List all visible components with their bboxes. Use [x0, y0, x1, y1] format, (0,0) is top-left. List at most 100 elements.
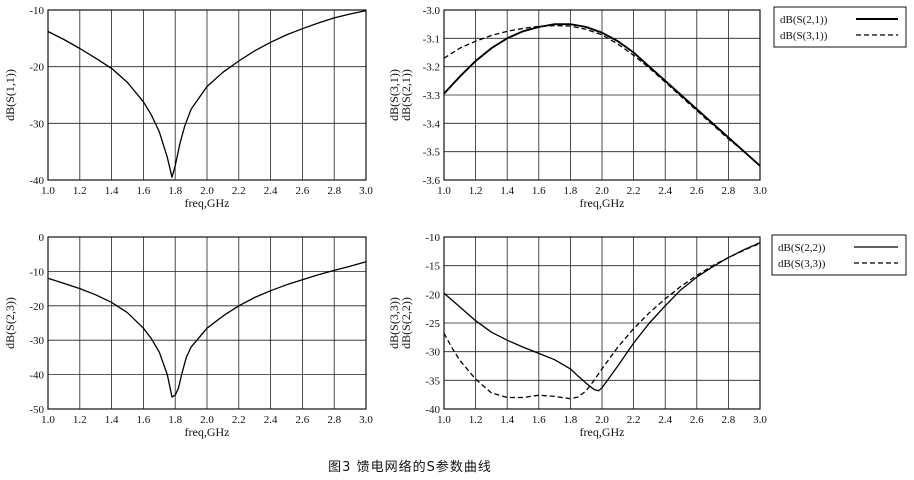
- x-tick-label: 3.0: [359, 414, 373, 426]
- x-tick-label: 2.6: [690, 414, 704, 426]
- plot-frame: [443, 236, 761, 410]
- x-tick-label: 2.4: [658, 185, 672, 197]
- y-tick-label: -3.2: [423, 62, 440, 74]
- series-line-2: [443, 24, 761, 167]
- x-tick-label: 2.6: [296, 185, 310, 197]
- y-tick-label: -20: [29, 301, 44, 313]
- plot-frame: [47, 9, 367, 181]
- x-axis-label: freq,GHz: [185, 196, 230, 210]
- y-tick-label: -40: [29, 370, 44, 382]
- y-tick-label: -3.0: [423, 5, 441, 17]
- y-tick-label: -30: [29, 118, 44, 130]
- legend-box: [771, 234, 907, 276]
- y-tick-label: -3.4: [423, 118, 441, 130]
- y-tick-label: -10: [29, 5, 44, 17]
- y-tick-label: -30: [29, 335, 44, 347]
- x-tick-label: 1.4: [105, 414, 119, 426]
- x-tick-label: 2.6: [296, 414, 310, 426]
- figure-canvas: 1.0 1.2 1.4 1.6 1.8 2.0 2.2 2.4 2.6 2.8 3.0 -40 -30 -…: [3, 5, 907, 439]
- plot-frame: [443, 9, 761, 181]
- y-tick-label: -20: [425, 289, 440, 301]
- x-tick-label: 1.6: [532, 185, 546, 197]
- x-tick-label: 3.0: [753, 185, 767, 197]
- y-axis-label: dB(S(2,3)): [3, 297, 17, 349]
- x-tick-label: 1.2: [469, 185, 483, 197]
- y-tick-label: 0: [39, 232, 45, 244]
- x-tick-label: 1.8: [564, 414, 578, 426]
- chart-panel-1: 1.0 1.2 1.4 1.6 1.8 2.0 2.2 2.4 2.6 2.8 3.0 -40 -30 -…: [3, 5, 373, 210]
- y-tick-label: -50: [29, 404, 44, 416]
- y-tick-label: -3.6: [423, 175, 441, 187]
- x-tick-label: 2.4: [658, 414, 672, 426]
- x-tick-label: 1.2: [73, 414, 87, 426]
- x-tick-label: 2.8: [327, 185, 341, 197]
- x-tick-label: 1.4: [105, 185, 119, 197]
- x-tick-label: 1.8: [168, 185, 182, 197]
- y-tick-label: -3.3: [423, 90, 441, 102]
- y-axis-label: dB(S(2,2)): [399, 297, 413, 349]
- x-tick-label: 2.2: [232, 185, 246, 197]
- chart-panel-2: 1.0 1.2 1.4 1.6 1.8 2.0 2.2 2.4 2.6 2.8 3.0 -3.6 -3.…: [387, 5, 907, 210]
- x-axis-label: freq,GHz: [185, 425, 230, 439]
- x-tick-label: 2.2: [627, 414, 641, 426]
- x-tick-label: 2.0: [200, 185, 214, 197]
- x-tick-label: 1.2: [469, 414, 483, 426]
- y-axis-label: dB(S(3,1)): [387, 69, 401, 121]
- legend-label: dB(S(3,3)): [778, 258, 826, 270]
- series-line-2: [443, 242, 761, 400]
- series-line-1: [443, 23, 761, 167]
- x-tick-label: 1.4: [500, 185, 514, 197]
- legend-label: dB(S(3,1)): [780, 30, 828, 42]
- y-axis-label: dB(S(1,1)): [3, 69, 17, 121]
- series-line-1: [47, 9, 367, 178]
- y-axis-label: dB(S(2,1)): [399, 69, 413, 121]
- x-tick-label: 1.2: [73, 185, 87, 197]
- x-tick-label: 1.0: [437, 185, 451, 197]
- x-tick-label: 1.6: [137, 414, 151, 426]
- y-tick-label: -10: [425, 232, 440, 244]
- x-axis-label: freq,GHz: [580, 425, 625, 439]
- x-tick-label: 1.0: [41, 414, 55, 426]
- series-line-1: [443, 242, 761, 392]
- x-tick-label: 1.8: [168, 414, 182, 426]
- y-tick-label: -15: [425, 261, 440, 273]
- y-tick-label: -40: [425, 404, 440, 416]
- x-tick-label: 2.2: [232, 414, 246, 426]
- chart-panel-4: 1.0 1.2 1.4 1.6 1.8 2.0 2.2 2.4 2.6 2.8 3.0 -40 -35 -…: [387, 232, 907, 439]
- y-tick-label: -10: [29, 266, 44, 278]
- plot-frame: [47, 236, 367, 410]
- legend: dB(S(2,2)) dB(S(3,3)): [771, 234, 907, 276]
- legend-label: dB(S(2,1)): [780, 14, 828, 26]
- y-tick-label: -3.5: [423, 147, 441, 159]
- x-tick-label: 2.4: [264, 185, 278, 197]
- y-tick-label: -35: [425, 375, 440, 387]
- y-tick-label: -20: [29, 62, 44, 74]
- y-axis-label: dB(S(3,3)): [387, 297, 401, 349]
- y-tick-label: -40: [29, 175, 44, 187]
- legend-box: [773, 6, 907, 48]
- x-tick-label: 2.6: [690, 185, 704, 197]
- x-tick-label: 1.8: [564, 185, 578, 197]
- x-tick-label: 1.6: [532, 414, 546, 426]
- x-tick-label: 3.0: [753, 414, 767, 426]
- x-tick-label: 2.4: [264, 414, 278, 426]
- x-tick-label: 2.2: [627, 185, 641, 197]
- x-tick-label: 2.0: [200, 414, 214, 426]
- series-line-1: [47, 261, 367, 398]
- legend: dB(S(2,1)) dB(S(3,1)): [773, 6, 907, 48]
- x-tick-label: 2.0: [595, 185, 609, 197]
- y-tick-label: -25: [425, 318, 440, 330]
- figure-caption: 图3 馈电网络的S参数曲线: [328, 460, 492, 475]
- y-tick-label: -30: [425, 347, 440, 359]
- x-tick-label: 1.0: [41, 185, 55, 197]
- x-tick-label: 2.0: [595, 414, 609, 426]
- chart-panel-3: 1.0 1.2 1.4 1.6 1.8 2.0 2.2 2.4 2.6 2.8 3.0 -50 -40 -…: [3, 232, 373, 439]
- x-tick-label: 1.6: [137, 185, 151, 197]
- x-tick-label: 1.0: [437, 414, 451, 426]
- x-tick-label: 1.4: [500, 414, 514, 426]
- x-tick-label: 2.8: [327, 414, 341, 426]
- x-axis-label: freq,GHz: [580, 196, 625, 210]
- x-tick-label: 2.8: [722, 414, 736, 426]
- x-tick-label: 3.0: [359, 185, 373, 197]
- legend-label: dB(S(2,2)): [778, 242, 826, 254]
